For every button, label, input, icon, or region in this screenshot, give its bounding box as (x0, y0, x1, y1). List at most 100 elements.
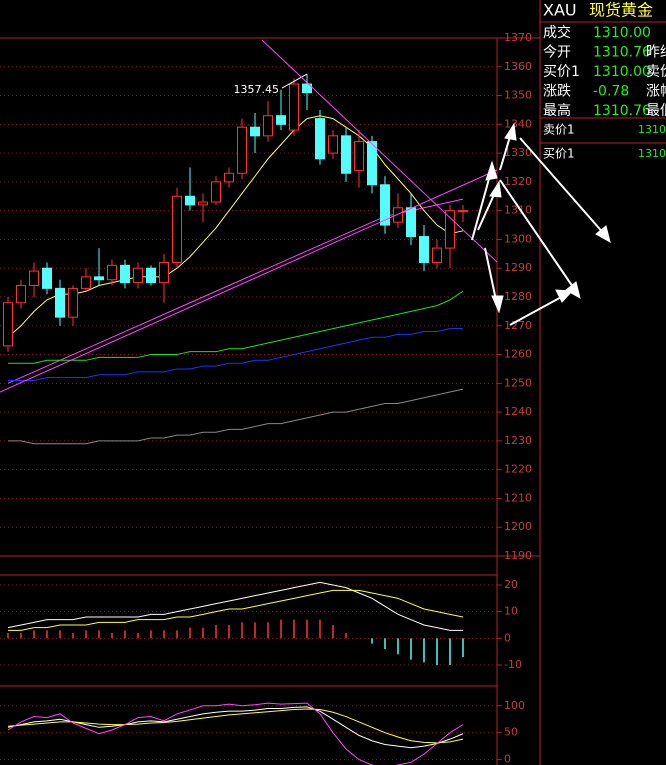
quote-value: 1310.76 (593, 103, 651, 119)
quote-label: 涨幅 (646, 84, 666, 100)
quote-value: 1310.76 (593, 45, 651, 61)
candle-body (406, 207, 416, 238)
candle-body (94, 276, 104, 281)
candle-body (276, 115, 286, 125)
candle-body (432, 247, 442, 263)
candle-body (224, 172, 234, 183)
y-tick-label: 1210 (504, 491, 532, 504)
book-value: 1310 (638, 123, 666, 136)
quote-label: 昨结 (646, 45, 666, 61)
candle-body (315, 118, 325, 160)
y-tick-label: -10 (504, 658, 522, 671)
candle-body (107, 264, 117, 281)
y-tick-label: 1340 (504, 117, 532, 130)
symbol: XAU (543, 1, 577, 20)
indicator-line (7, 581, 463, 631)
candle-body (250, 126, 260, 137)
y-tick-label: 1270 (504, 319, 532, 332)
candle-body (354, 141, 364, 171)
candle-body (146, 267, 156, 284)
chart-panel (0, 581, 497, 666)
y-tick-label: 1230 (504, 434, 532, 447)
book-label: 卖价1 (543, 123, 575, 137)
candle-body (328, 135, 338, 154)
candle-body (133, 267, 143, 284)
y-tick-label: 1240 (504, 405, 532, 418)
candle-body (172, 195, 182, 263)
indicator-line (7, 708, 464, 744)
candle-body (367, 141, 377, 186)
y-tick-label: 1280 (504, 290, 532, 303)
quote-label: 买价1 (543, 64, 580, 80)
book-value: 1310 (638, 147, 666, 160)
symbol-name: 现货黄金 (589, 1, 653, 20)
quote-value: -0.78 (593, 84, 629, 100)
candle-body (419, 236, 429, 263)
book-label: 买价1 (543, 147, 575, 161)
indicator-line (8, 589, 464, 631)
candle-body (120, 264, 130, 284)
y-tick-label: 1190 (504, 549, 532, 562)
candle-body (237, 126, 247, 174)
candle-body (159, 261, 169, 284)
indicator-line (7, 115, 464, 338)
candle-body (458, 210, 468, 213)
y-tick-label: 1290 (504, 261, 532, 274)
y-tick-label: 1260 (504, 348, 532, 361)
y-tick-label: 1300 (504, 232, 532, 245)
y-tick-label: 50 (504, 726, 518, 739)
chart-panel: 1357.45 (0, 38, 497, 556)
candle-body (445, 210, 455, 249)
candle-body (29, 270, 39, 286)
candle-body (198, 201, 208, 206)
drawing-tools (0, 39, 611, 393)
indicator-line (7, 702, 464, 765)
y-tick-label: 1350 (504, 89, 532, 102)
y-tick-label: 0 (504, 631, 511, 644)
candle-body (81, 276, 91, 289)
y-tick-label: 1320 (504, 175, 532, 188)
y-tick-label: 1360 (504, 60, 532, 73)
candle-body (16, 284, 26, 304)
indicator-line (8, 388, 464, 445)
y-tick-label: 1200 (504, 520, 532, 533)
quote-label: 涨跌 (543, 84, 571, 100)
indicator-line (7, 706, 464, 749)
y-tick-label: 0 (504, 753, 511, 765)
candle-body (42, 267, 52, 289)
candle-body (211, 181, 221, 203)
quote-label: 成交 (543, 24, 571, 41)
chart-panel (0, 702, 497, 765)
candle-body (185, 195, 195, 206)
y-tick-label: 1250 (504, 376, 532, 389)
quote-panel: XAU 现货黄金 成交1310.00今开1310.76昨结买价11310.00卖… (543, 1, 666, 161)
y-tick-label: 1220 (504, 463, 532, 476)
annotation-leader (281, 73, 308, 89)
annotation: 1357.45 (234, 83, 280, 96)
candle-body (263, 115, 273, 137)
y-tick-label: 100 (504, 699, 525, 712)
quote-label: 最低 (646, 103, 666, 119)
candle-body (3, 302, 13, 347)
candle-body (380, 184, 390, 226)
quote-label: 卖价 (646, 64, 666, 80)
quote-value: 1310.00 (593, 25, 651, 41)
indicator-line (8, 328, 463, 381)
y-tick-label: 1370 (504, 31, 532, 44)
candle-body (341, 135, 351, 174)
quote-label: 今开 (543, 45, 571, 61)
quote-label: 最高 (543, 102, 571, 119)
candle-body (68, 287, 78, 318)
quote-value: 1310.00 (593, 64, 651, 80)
y-tick-label: 10 (504, 605, 518, 618)
candle-body (289, 83, 299, 131)
indicator-line (8, 290, 464, 364)
y-tick-label: 20 (504, 578, 518, 591)
y-tick-label: 1310 (504, 204, 532, 217)
candle-body (393, 207, 403, 223)
y-tick-label: 1330 (504, 146, 532, 159)
candle-body (302, 83, 312, 94)
